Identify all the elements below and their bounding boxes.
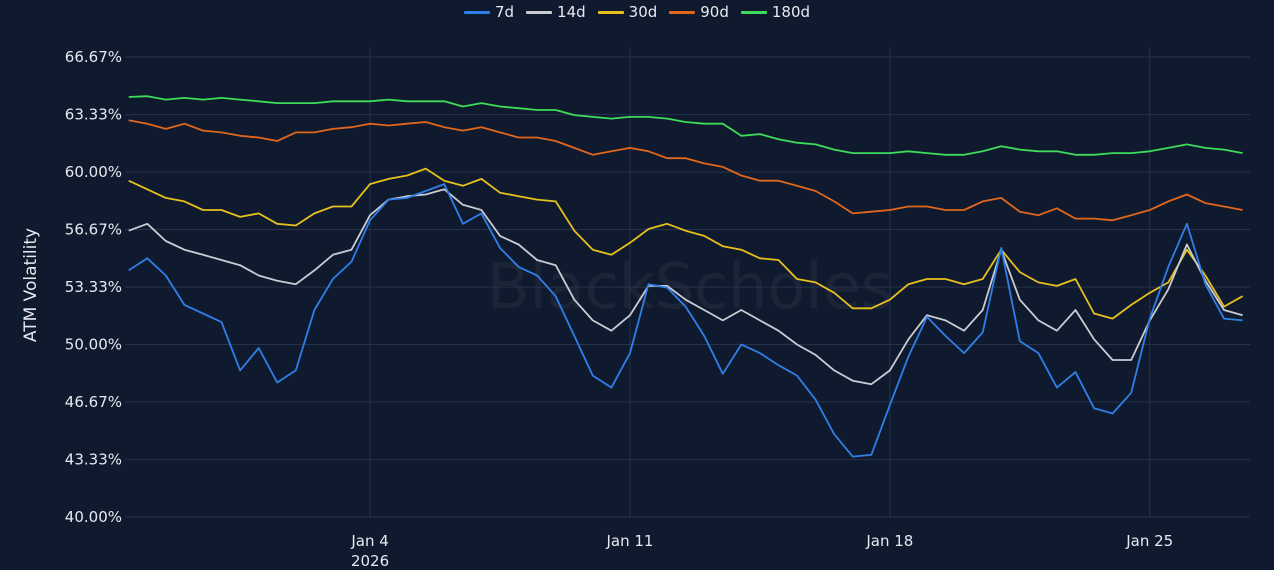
x-tick-label: Jan 25 — [1125, 532, 1173, 550]
y-tick-label: 63.33% — [65, 106, 122, 124]
legend-label: 30d — [628, 3, 658, 21]
series-line-90d — [128, 119, 1243, 222]
legend-swatch — [463, 10, 490, 14]
legend-swatch — [597, 10, 624, 14]
legend-item-180d[interactable]: 180d — [740, 3, 811, 21]
legend-label: 7d — [494, 3, 515, 21]
legend-label: 90d — [700, 3, 729, 21]
series-line-30d — [128, 167, 1244, 320]
x-tick-label: Jan 18 — [865, 532, 913, 550]
y-tick-label: 66.67% — [65, 48, 122, 66]
y-tick-label: 60.00% — [65, 163, 122, 181]
legend-swatch — [740, 10, 767, 14]
legend-swatch — [669, 10, 696, 14]
y-tick-label: 53.33% — [65, 278, 122, 296]
y-tick-label: 46.67% — [65, 393, 122, 411]
series-line-7d — [128, 183, 1243, 458]
y-tick-label: 43.33% — [65, 451, 122, 469]
legend-item-90d[interactable]: 90d — [669, 3, 729, 21]
x-tick-label: Jan 4 — [350, 532, 388, 550]
legend-swatch — [526, 10, 553, 14]
legend-label: 180d — [771, 3, 811, 21]
legend-item-14d[interactable]: 14d — [526, 3, 586, 21]
series-line-180d — [128, 95, 1243, 156]
x-tick-label: Jan 11 — [605, 532, 653, 550]
x-tick-year-label: 2026 — [351, 552, 389, 570]
watermark: BlackScholes — [487, 250, 893, 323]
chart-legend: 7d 14d 30d 90d 180d — [0, 3, 1274, 21]
legend-item-7d[interactable]: 7d — [463, 3, 515, 21]
y-tick-label: 40.00% — [65, 508, 122, 526]
y-tick-label: 56.67% — [65, 220, 122, 238]
series-line-14d — [128, 188, 1243, 386]
legend-label: 14d — [557, 3, 586, 21]
y-tick-label: 50.00% — [65, 336, 122, 354]
legend-item-30d[interactable]: 30d — [597, 3, 658, 21]
